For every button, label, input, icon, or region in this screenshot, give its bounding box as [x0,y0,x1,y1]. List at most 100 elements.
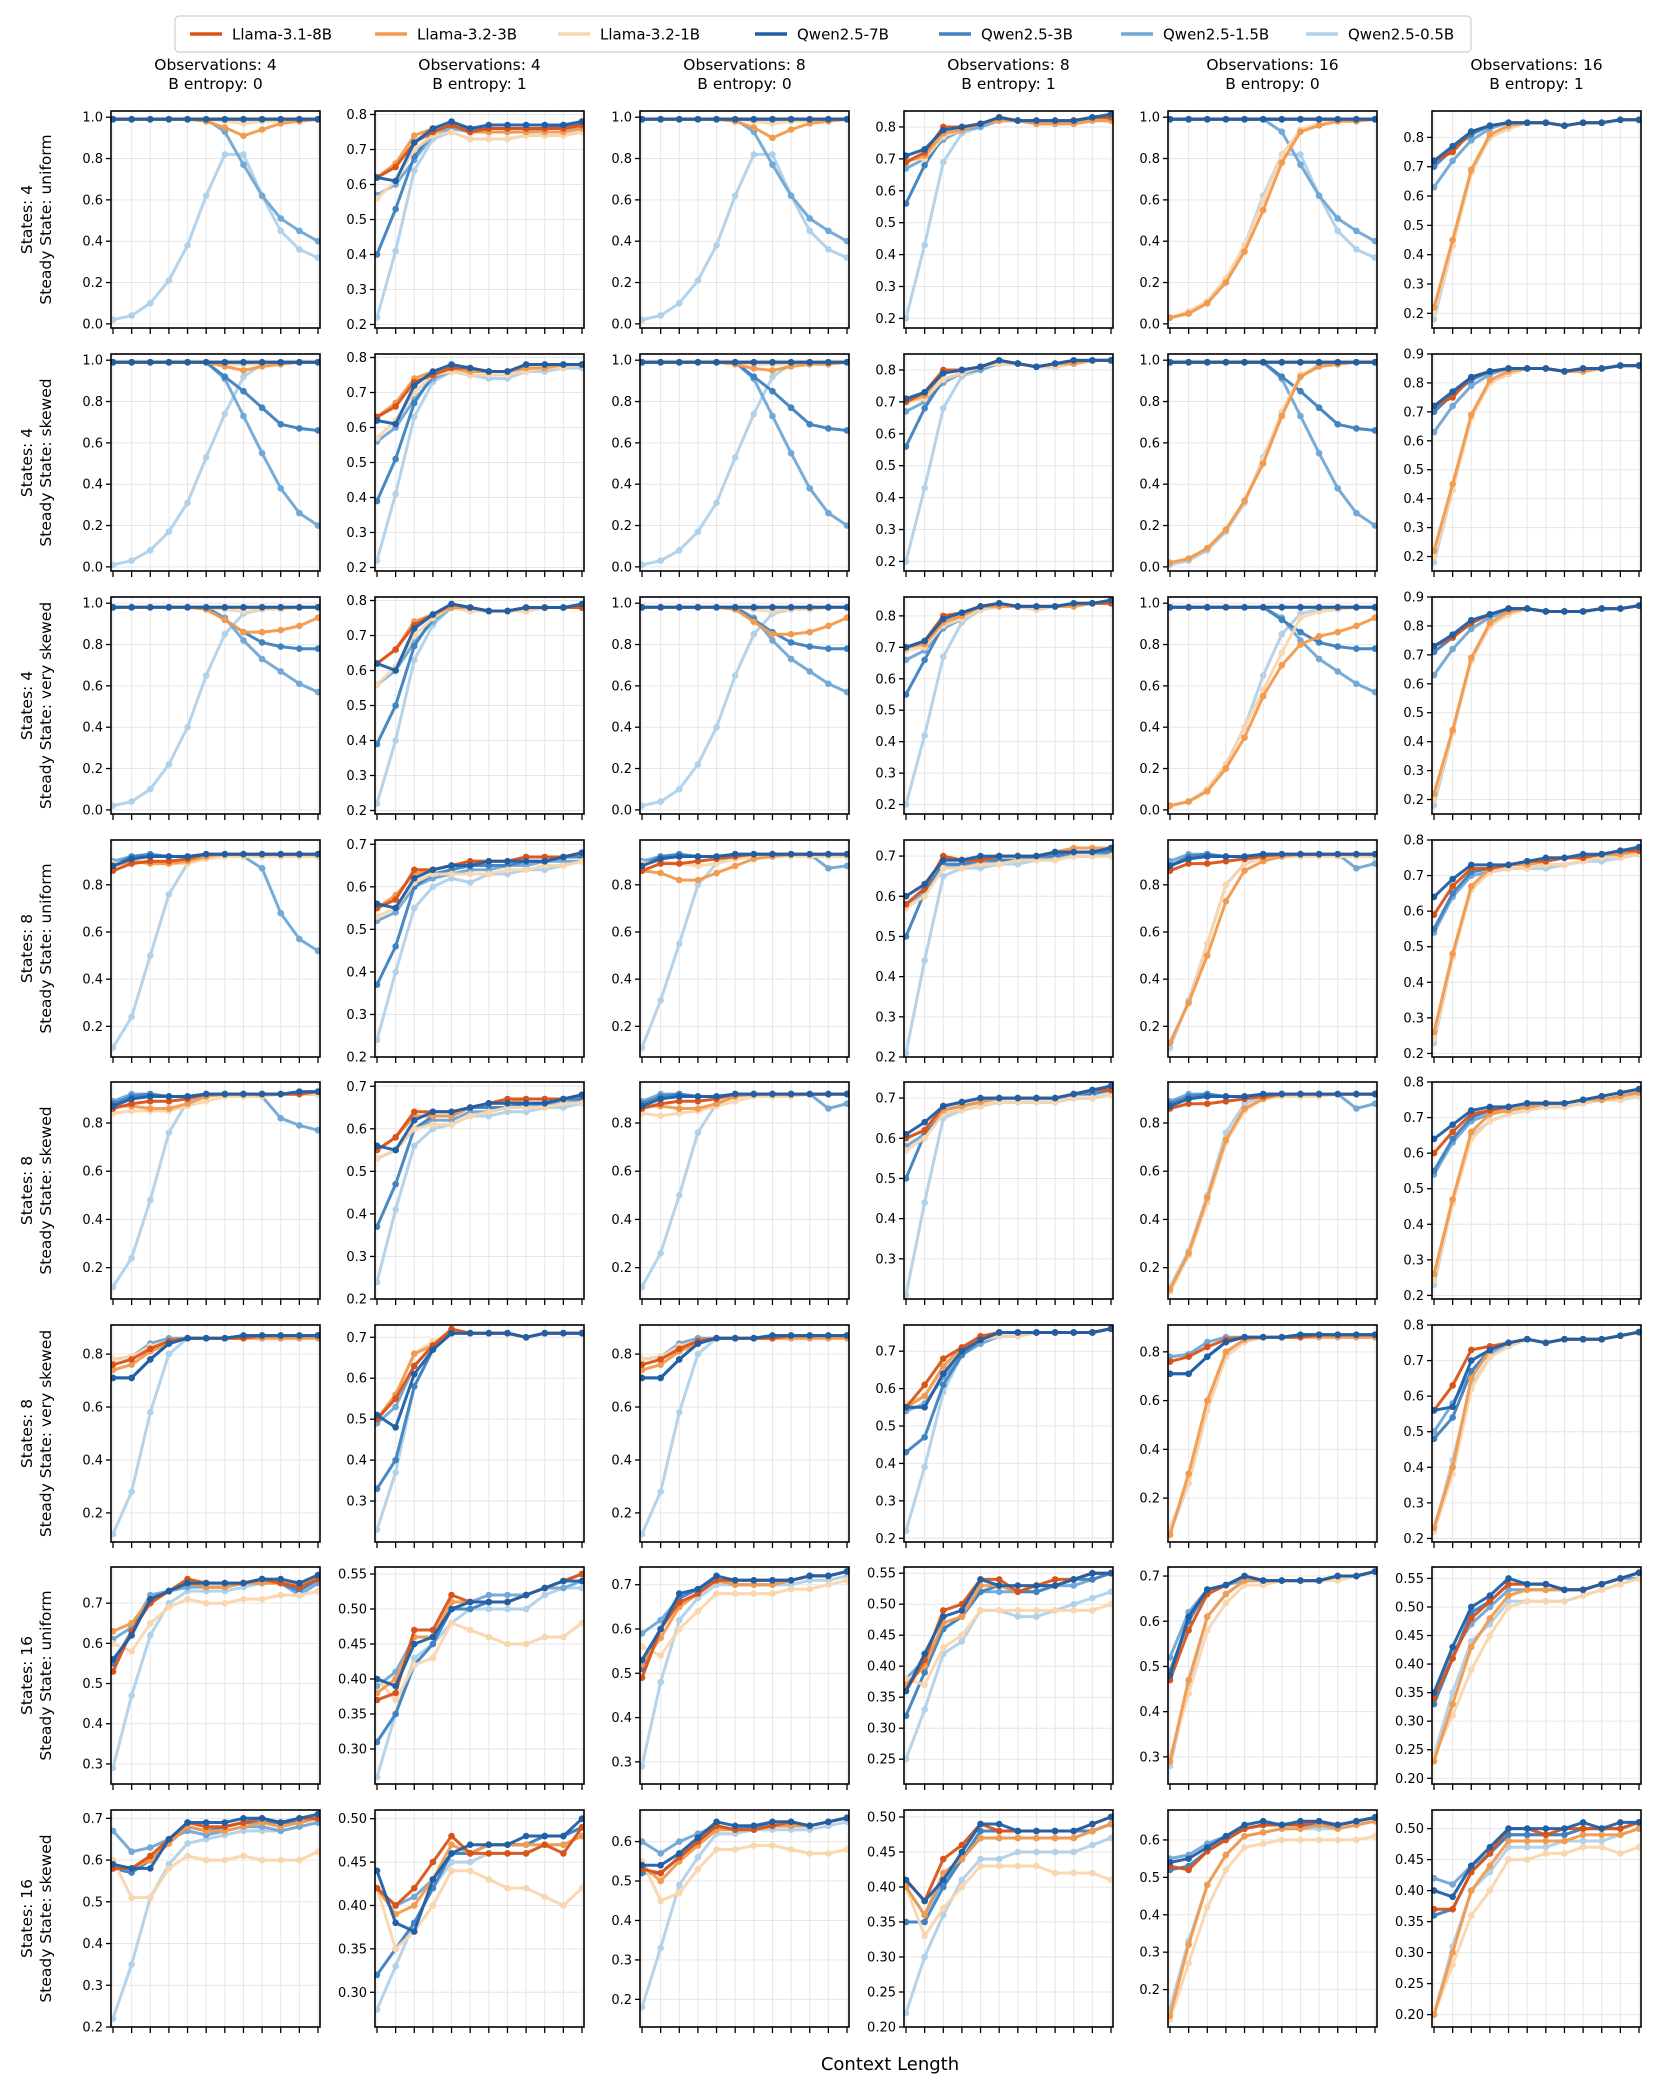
data-point [1468,128,1475,135]
y-tick-label: 0.7 [875,395,896,410]
legend-label: Qwen2.5-1.5B [1163,26,1269,44]
y-tick-label: 0.4 [611,721,632,736]
y-tick-label: 0.2 [1403,1289,1424,1304]
data-point [996,861,1003,868]
data-point [1241,1334,1248,1341]
data-point [1204,1353,1211,1360]
data-point [1449,951,1456,958]
data-point [657,1112,664,1119]
y-tick-label: 0.8 [1139,152,1160,167]
y-tick-label: 0.2 [346,318,367,333]
data-point [411,1371,418,1378]
data-point [1241,248,1248,255]
data-point [392,1404,399,1411]
data-point [1617,362,1624,369]
data-point [788,631,795,638]
series-line [377,1333,582,1489]
data-point [676,116,683,123]
data-point [977,363,984,370]
data-point [1580,1096,1587,1103]
data-point [1223,604,1230,611]
y-tick-label: 0.5 [875,930,896,945]
data-point [430,368,437,375]
series-group [903,597,1115,808]
data-point [430,611,437,618]
data-point [1052,849,1059,856]
data-point [128,604,135,611]
data-point [676,1346,683,1353]
y-tick-label: 0.2 [346,804,367,819]
data-point [560,361,567,368]
legend-label: Llama-3.2-1B [600,26,700,44]
y-tick-label: 0.6 [1139,1394,1160,1409]
data-point [296,623,303,630]
data-point [392,1424,399,1431]
data-point [1617,1089,1624,1096]
data-point [1297,629,1304,636]
data-point [259,639,266,646]
subplot: 0.20.40.60.8 [82,1325,321,1548]
data-point [921,657,928,664]
data-point [1334,359,1341,366]
y-tick-label: 0.4 [346,734,367,749]
data-point [657,870,664,877]
y-tick-label: 0.5 [346,699,367,714]
data-point [467,604,474,611]
series-line [642,854,847,1047]
series-group [1167,1091,1379,1295]
data-point [277,643,284,650]
data-point [657,1375,664,1382]
data-point [1241,734,1248,741]
y-tick-label: 0.5 [1403,940,1424,955]
data-point [940,127,947,134]
data-point [751,604,758,611]
data-point [448,871,455,878]
data-point [1185,856,1192,863]
data-point [788,450,795,457]
y-tick-label: 0.4 [875,248,896,263]
data-point [921,1382,928,1389]
data-point [1353,228,1360,235]
data-point [1185,798,1192,805]
data-point [448,1108,455,1115]
subplot: 0.00.20.40.60.81.0 [611,597,850,820]
y-tick-label: 0.2 [82,519,103,534]
data-point [411,905,418,912]
data-point [769,373,776,380]
y-tick-label: 0.3 [875,280,896,295]
data-point [259,359,266,366]
data-point [1487,368,1494,375]
y-tick-label: 1.0 [611,597,632,612]
data-point [1543,1100,1550,1107]
data-point [1297,373,1304,380]
y-tick-label: 0.4 [82,721,103,736]
data-point [240,604,247,611]
series-line [1434,1332,1639,1410]
data-point [1487,377,1494,384]
y-tick-label: 1.0 [82,354,103,369]
data-point [128,557,135,564]
y-tick-label: 1.0 [1139,111,1160,126]
data-point [166,761,173,768]
series-line [1170,1094,1375,1292]
data-point [751,619,758,626]
y-tick-label: 0.9 [1403,591,1424,606]
y-tick-label: 0.4 [1139,1213,1160,1228]
gridlines [111,840,320,1057]
data-point [1449,1196,1456,1203]
series-line [113,607,318,805]
data-point [1353,681,1360,688]
subplot: 0.00.20.40.60.81.0 [82,111,321,334]
data-point [166,1129,173,1136]
y-tick-label: 0.3 [875,523,896,538]
data-point [1260,116,1267,123]
y-tick-label: 0.5 [346,1165,367,1180]
data-point [147,1356,154,1363]
series-line [1170,119,1375,317]
data-point [769,1332,776,1339]
data-point [676,853,683,860]
data-point [732,863,739,870]
data-point [695,604,702,611]
series-line [113,362,318,565]
